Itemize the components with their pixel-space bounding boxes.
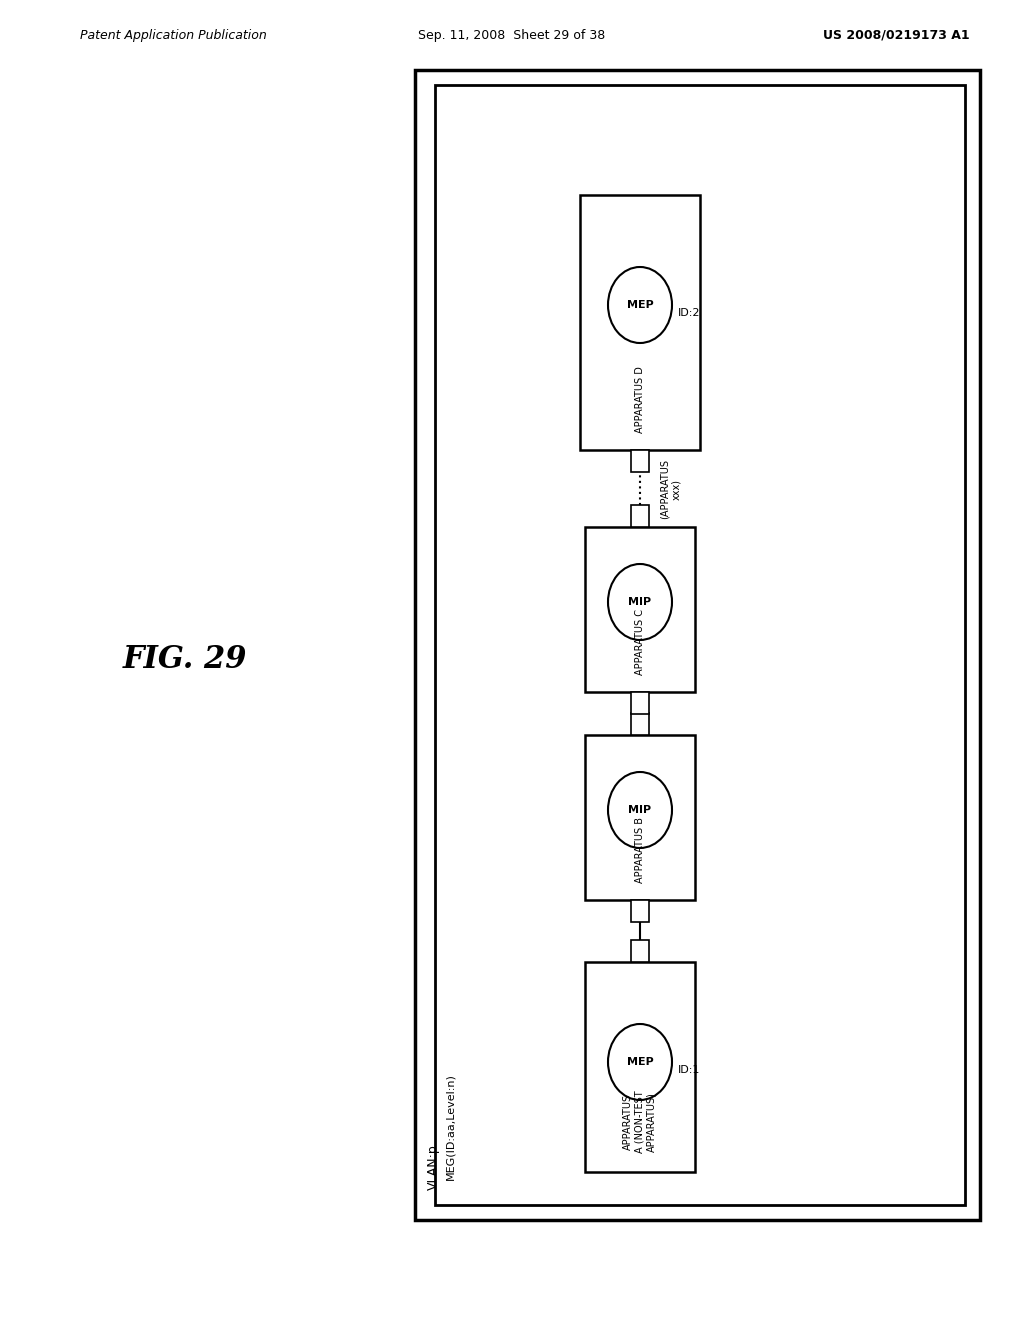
Ellipse shape [608, 267, 672, 343]
Bar [631, 900, 649, 921]
Ellipse shape [608, 1024, 672, 1100]
Ellipse shape [608, 564, 672, 640]
Text: MEG(ID:aa,Level:n): MEG(ID:aa,Level:n) [445, 1073, 455, 1180]
Text: ID:2: ID:2 [678, 308, 700, 318]
Text: MEP: MEP [627, 300, 653, 310]
Bar [631, 713, 649, 735]
Bar [585, 527, 695, 692]
Text: US 2008/0219173 A1: US 2008/0219173 A1 [823, 29, 970, 41]
Text: MIP: MIP [629, 597, 651, 607]
Text: APPARATUS
A (NON-TEST
APPARATUS): APPARATUS A (NON-TEST APPARATUS) [624, 1090, 656, 1154]
Bar [631, 940, 649, 962]
Text: APPARATUS B: APPARATUS B [635, 817, 645, 883]
Bar [435, 84, 965, 1205]
Bar [585, 962, 695, 1172]
Text: APPARATUS D: APPARATUS D [635, 367, 645, 433]
Bar [415, 70, 980, 1220]
Text: (APPARATUS
xxx): (APPARATUS xxx) [660, 459, 682, 519]
Ellipse shape [608, 772, 672, 847]
Bar [631, 506, 649, 527]
Text: MIP: MIP [629, 805, 651, 814]
Bar [631, 450, 649, 473]
Bar [631, 692, 649, 714]
Bar [580, 195, 700, 450]
Text: MEP: MEP [627, 1057, 653, 1067]
Text: VLAN:p: VLAN:p [427, 1144, 440, 1191]
Text: APPARATUS C: APPARATUS C [635, 609, 645, 675]
Text: Patent Application Publication: Patent Application Publication [80, 29, 266, 41]
Text: Sep. 11, 2008  Sheet 29 of 38: Sep. 11, 2008 Sheet 29 of 38 [419, 29, 605, 41]
Bar [585, 735, 695, 900]
Text: ID:1: ID:1 [678, 1065, 700, 1074]
Text: FIG. 29: FIG. 29 [123, 644, 247, 676]
